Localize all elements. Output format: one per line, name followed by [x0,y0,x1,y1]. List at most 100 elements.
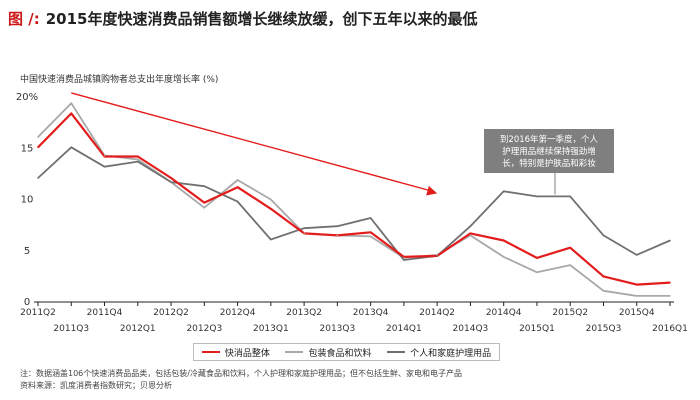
data-point [436,255,438,257]
y-tick-label: 0 [24,297,30,308]
x-tick-label: 2012Q4 [220,308,256,318]
data-point [70,146,73,149]
data-point [635,283,638,286]
x-tick-label: 2015Q3 [586,324,622,334]
x-tick-label: 2014Q3 [453,324,489,334]
data-point [502,239,505,242]
figure-title-prefix: 图 /: [8,10,40,28]
data-point [336,234,339,237]
x-tick-label: 2013Q3 [320,324,356,334]
y-tick-label: 20% [16,92,38,103]
data-point [270,198,272,201]
data-point [70,102,73,104]
annotation-text-line: 护理用品继续保持强劲增 [502,146,596,157]
x-tick-label: 2015Q2 [552,308,588,318]
annotation-text-line: 到2016年第一季度，个人 [500,134,599,145]
data-point [469,225,472,227]
figure-title: 图 /: 2015年度快速消费品销售额增长继续放缓，创下五年以来的最低 [8,8,477,29]
data-point [236,186,239,189]
annotation-text-line: 长，特别是护肤品和彩妆 [502,158,596,169]
data-point [203,206,206,209]
data-point [369,235,372,238]
data-point [369,231,372,234]
data-point [37,136,39,138]
data-point [569,246,572,249]
data-point [602,289,605,292]
data-point [270,238,272,241]
data-point [536,195,538,198]
data-point [136,160,139,163]
legend-swatch [201,351,220,353]
data-point [70,112,73,115]
x-tick-label: 2011Q2 [20,308,56,318]
data-point [136,155,139,158]
data-point [203,201,206,204]
data-point [602,275,605,278]
data-point [303,232,305,235]
data-point [403,259,405,261]
data-point [236,200,239,203]
x-tick-label: 2013Q1 [253,324,289,334]
data-point [569,264,572,266]
data-point [536,271,538,274]
data-point [170,181,172,183]
y-axis-label: 中国快速消费品城镇购物者总支出年度增长率 (%) [20,75,219,85]
data-point [635,254,638,256]
data-point [136,158,139,161]
chart-legend: 快消品整体 包装食品和饮料 个人和家庭护理用品 [193,343,500,361]
x-tick-label: 2011Q4 [87,308,123,318]
legend-item: 包装食品和饮料 [285,346,371,359]
data-point [635,295,638,297]
data-point [37,177,39,179]
data-point [369,217,372,219]
data-point [170,177,172,179]
x-tick-label: 2013Q4 [353,308,389,318]
data-point [536,257,538,259]
x-tick-label: 2011Q3 [53,324,89,334]
legend-swatch [285,351,304,353]
data-point [569,195,572,198]
x-tick-label: 2012Q2 [153,308,189,318]
data-point [203,185,206,187]
trend-arrow-line [71,92,430,192]
series-line-2 [37,146,671,261]
x-tick-label: 2016Q1 [652,324,688,334]
footnote-source: 资料来源：凯度消费者指数研究；贝恩分析 [20,381,172,390]
annotation-box [484,129,614,173]
x-tick-label: 2014Q1 [386,324,422,334]
data-point [236,179,239,181]
series-line-1 [37,102,670,297]
x-tick-label: 2012Q1 [120,324,156,334]
data-point [103,165,106,168]
data-point [336,225,339,227]
legend-item: 个人和家庭护理用品 [387,346,491,359]
data-point [270,207,272,210]
x-tick-label: 2012Q3 [186,324,222,334]
y-tick-label: 5 [24,246,30,257]
x-tick-label: 2015Q1 [519,324,555,334]
data-point [37,146,39,149]
legend-label: 个人和家庭护理用品 [410,348,492,359]
series-line-0 [37,112,671,286]
data-point [303,227,305,230]
x-tick-label: 2015Q4 [619,308,655,318]
y-tick-label: 15 [21,143,34,154]
footnote-note: 注：数据涵盖106个快速消费品品类，包括包装/冷藏食品和饮料，个人护理和家庭护理… [20,369,462,378]
legend-swatch [387,351,406,353]
x-tick-label: 2013Q2 [286,308,322,318]
figure-title-text: 2015年度快速消费品销售额增长继续放缓，创下五年以来的最低 [45,10,478,28]
data-point [103,154,106,157]
data-point [502,190,505,193]
legend-label: 包装食品和饮料 [308,348,372,359]
data-point [602,234,605,237]
y-tick-label: 10 [21,195,34,206]
legend-label: 快消品整体 [224,348,270,359]
data-point [469,232,472,235]
data-point [502,256,505,258]
x-tick-label: 2014Q4 [486,308,522,318]
x-tick-label: 2014Q2 [419,308,455,318]
data-point [469,234,472,237]
data-point [403,257,405,259]
data-point [669,295,671,297]
